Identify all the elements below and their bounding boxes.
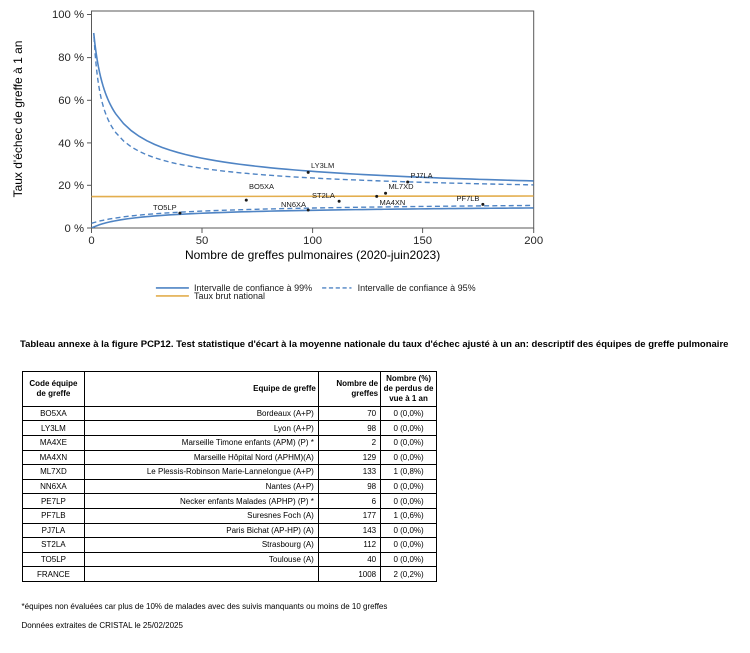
svg-text:50: 50 [196, 235, 209, 247]
svg-text:PF7LB: PF7LB [457, 194, 480, 203]
svg-text:TO5LP: TO5LP [153, 203, 177, 212]
svg-text:PJ7LA: PJ7LA [411, 171, 433, 180]
svg-text:ML7XD: ML7XD [389, 182, 415, 191]
svg-text:20 %: 20 % [58, 180, 84, 192]
svg-text:60 %: 60 % [58, 95, 84, 107]
svg-text:Tableau annexe à la figure PCP: Tableau annexe à la figure PCP12. Test s… [20, 339, 728, 350]
svg-text:BO5XA: BO5XA [249, 182, 274, 191]
svg-text:Intervalle de confiance à 95%: Intervalle de confiance à 95% [358, 283, 476, 293]
svg-text:MA4XN: MA4XN [380, 198, 406, 207]
svg-text:0 %: 0 % [65, 223, 84, 235]
svg-text:ST2LA: ST2LA [312, 191, 335, 200]
svg-text:0: 0 [88, 235, 94, 247]
svg-text:Nombre de greffes pulmonaires: Nombre de greffes pulmonaires (2020-juin… [185, 248, 440, 262]
svg-text:NN6XA: NN6XA [281, 200, 306, 209]
svg-text:100: 100 [303, 235, 322, 247]
svg-text:40 %: 40 % [58, 138, 84, 150]
svg-text:80 %: 80 % [58, 52, 84, 64]
svg-text:200: 200 [524, 235, 543, 247]
svg-text:150: 150 [413, 235, 432, 247]
svg-text:Taux d'échec de greffe à 1 an: Taux d'échec de greffe à 1 an [11, 41, 25, 198]
svg-text:Taux brut national: Taux brut national [194, 291, 265, 301]
svg-text:LY3LM: LY3LM [311, 161, 334, 170]
svg-text:100 %: 100 % [52, 9, 84, 21]
